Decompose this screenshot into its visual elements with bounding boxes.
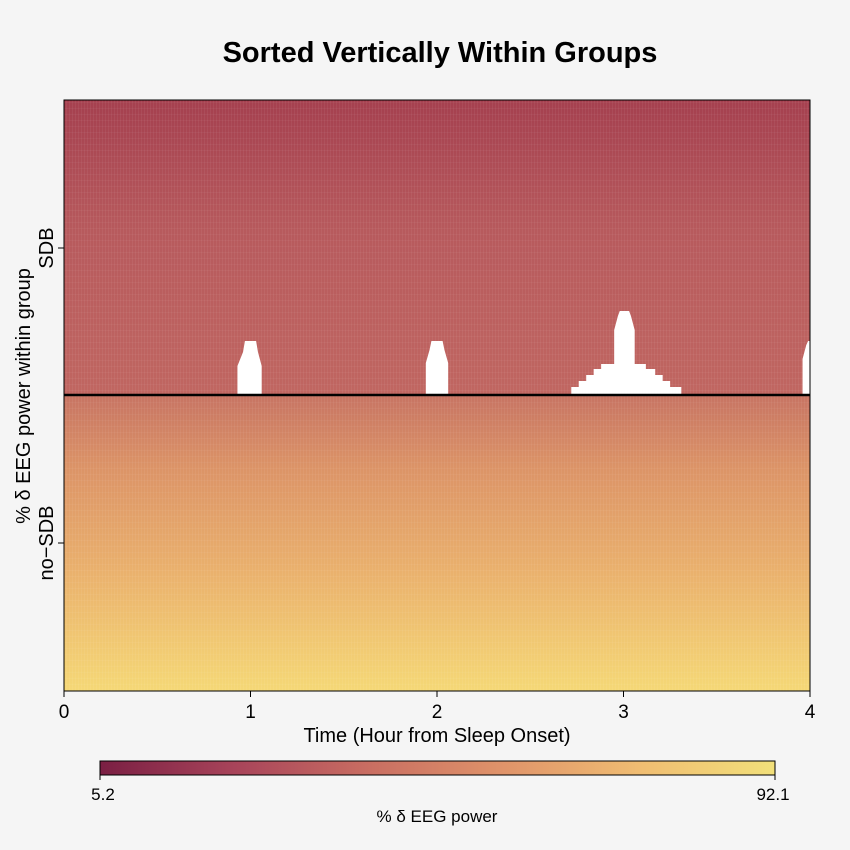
x-tick-label: 2 [432, 702, 443, 723]
y-group-label-nosdb: no−SDB [36, 505, 58, 580]
x-axis: 0 1 2 3 4 [59, 691, 816, 723]
missing-data-region [802, 341, 810, 395]
y-group-label-sdb: SDB [36, 227, 58, 268]
y-axis-label: % δ EEG power within group [13, 268, 35, 524]
missing-data-regions [237, 311, 810, 395]
chart-title: Sorted Vertically Within Groups [223, 37, 658, 69]
colorbar-min-label: 5.2 [91, 785, 115, 804]
colorbar-max-label: 92.1 [756, 785, 789, 804]
x-tick-label: 4 [805, 702, 816, 723]
colorbar-title: % δ EEG power [377, 807, 498, 826]
x-axis-label: Time (Hour from Sleep Onset) [303, 725, 570, 747]
x-tick-label: 1 [245, 702, 256, 723]
x-tick-label: 0 [59, 702, 70, 723]
missing-data-region [425, 341, 449, 395]
missing-data-region [571, 311, 682, 395]
missing-data-region [237, 341, 262, 395]
colorbar-ticks [99, 775, 776, 780]
x-tick-label: 3 [618, 702, 629, 723]
colorbar [99, 760, 776, 776]
